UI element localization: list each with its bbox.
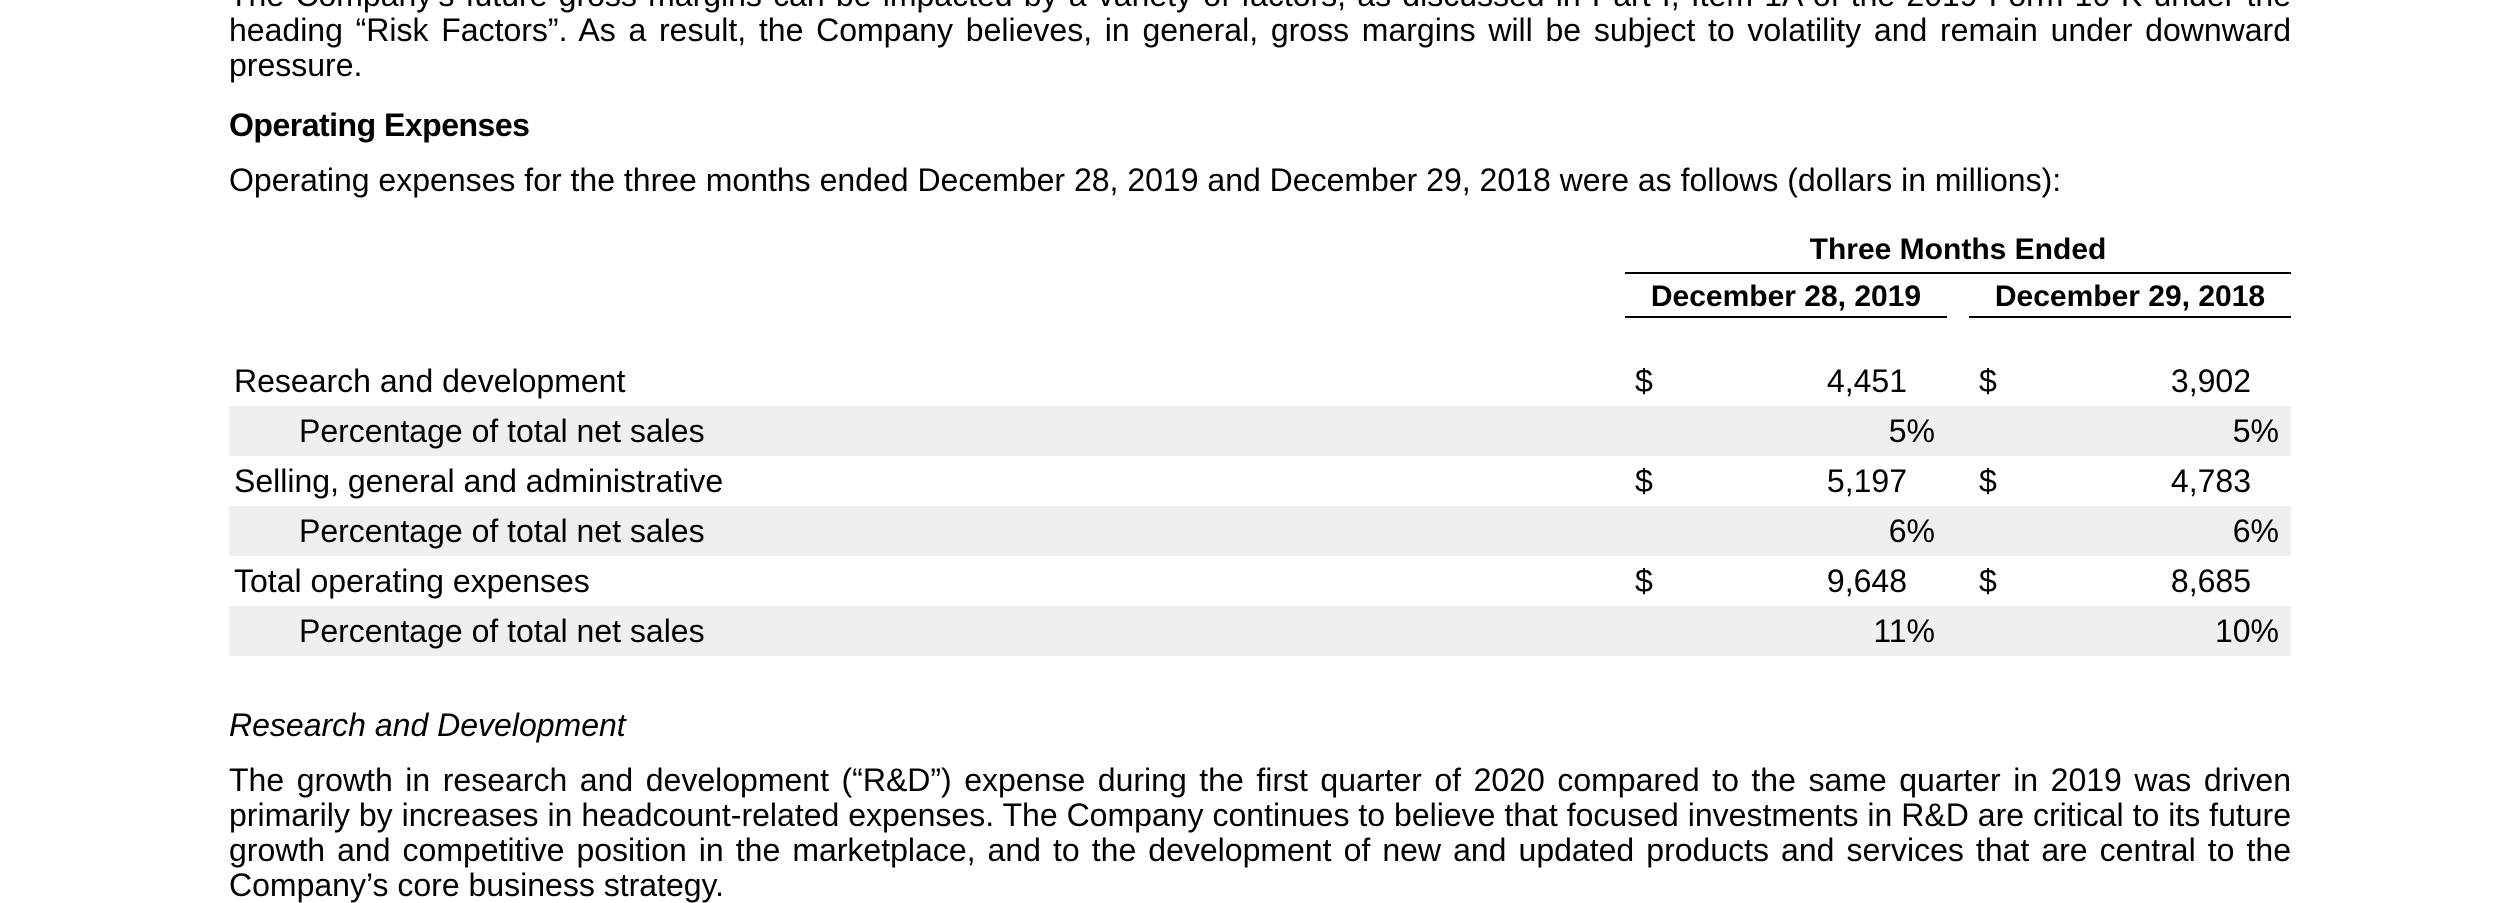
section-heading: Operating Expenses: [229, 107, 530, 143]
currency-symbol: $: [1979, 363, 1997, 399]
gross-margin-paragraph: The Company's future gross margins can b…: [229, 0, 2291, 83]
value-2019: 6%: [1888, 513, 1935, 549]
currency-symbol: $: [1979, 563, 1997, 599]
currency-symbol: $: [1635, 363, 1653, 399]
table-row: Total operating expenses $ 9,648 $ 8,685: [229, 556, 2291, 606]
value-2019: 11%: [1873, 613, 1935, 649]
row-label: Total operating expenses: [234, 563, 590, 599]
row-label: Percentage of total net sales: [299, 613, 705, 649]
value-2018: 8,685: [2170, 563, 2251, 599]
subsection-title: Research and Development: [229, 707, 626, 743]
row-label: Research and development: [234, 363, 626, 399]
value-2019: 9,648: [1826, 563, 1907, 599]
currency-symbol: $: [1635, 463, 1653, 499]
table-row: Percentage of total net sales 5% 5%: [229, 406, 2291, 456]
table-row: Research and development $ 4,451 $ 3,902: [229, 356, 2291, 406]
value-2018: 10%: [2214, 613, 2279, 649]
table-group-header: Three Months Ended: [1625, 228, 2291, 274]
currency-symbol: $: [1635, 563, 1653, 599]
value-2018: 4,783: [2170, 463, 2251, 499]
column-header-2019: December 28, 2019: [1625, 280, 1947, 318]
value-2018: 5%: [2232, 413, 2279, 449]
table-row: Percentage of total net sales 11% 10%: [229, 606, 2291, 656]
intro-text: Operating expenses for the three months …: [229, 162, 2062, 198]
table-row: Selling, general and administrative $ 5,…: [229, 456, 2291, 506]
table-row: Percentage of total net sales 6% 6%: [229, 506, 2291, 556]
row-label: Percentage of total net sales: [299, 513, 705, 549]
currency-symbol: $: [1979, 463, 1997, 499]
value-2019: 5,197: [1826, 463, 1907, 499]
column-header-2018: December 29, 2018: [1969, 280, 2291, 318]
value-2018: 3,902: [2170, 363, 2251, 399]
row-label: Percentage of total net sales: [299, 413, 705, 449]
value-2019: 5%: [1888, 413, 1935, 449]
value-2019: 4,451: [1826, 363, 1907, 399]
value-2018: 6%: [2232, 513, 2279, 549]
rd-paragraph: The growth in research and development (…: [229, 762, 2291, 903]
row-label: Selling, general and administrative: [234, 463, 724, 499]
